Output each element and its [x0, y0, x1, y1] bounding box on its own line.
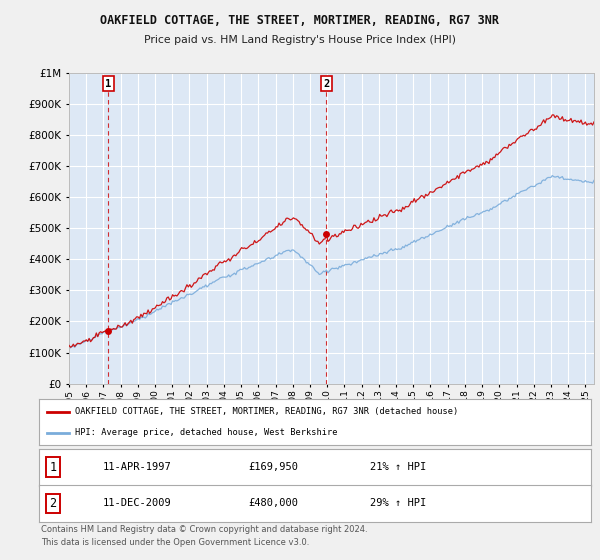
Text: £169,950: £169,950 [249, 462, 299, 472]
Text: OAKFIELD COTTAGE, THE STREET, MORTIMER, READING, RG7 3NR: OAKFIELD COTTAGE, THE STREET, MORTIMER, … [101, 14, 499, 27]
Text: 2: 2 [323, 78, 329, 88]
Text: 21% ↑ HPI: 21% ↑ HPI [370, 462, 427, 472]
Text: HPI: Average price, detached house, West Berkshire: HPI: Average price, detached house, West… [75, 428, 337, 437]
Text: £480,000: £480,000 [249, 498, 299, 508]
Text: OAKFIELD COTTAGE, THE STREET, MORTIMER, READING, RG7 3NR (detached house): OAKFIELD COTTAGE, THE STREET, MORTIMER, … [75, 407, 458, 416]
Text: Contains HM Land Registry data © Crown copyright and database right 2024.: Contains HM Land Registry data © Crown c… [41, 525, 367, 534]
Text: 29% ↑ HPI: 29% ↑ HPI [370, 498, 427, 508]
Text: This data is licensed under the Open Government Licence v3.0.: This data is licensed under the Open Gov… [41, 538, 309, 547]
Text: 1: 1 [49, 460, 56, 474]
Text: Price paid vs. HM Land Registry's House Price Index (HPI): Price paid vs. HM Land Registry's House … [144, 35, 456, 45]
Text: 11-DEC-2009: 11-DEC-2009 [103, 498, 171, 508]
Text: 2: 2 [49, 497, 56, 510]
Text: 1: 1 [105, 78, 112, 88]
Text: 11-APR-1997: 11-APR-1997 [103, 462, 171, 472]
